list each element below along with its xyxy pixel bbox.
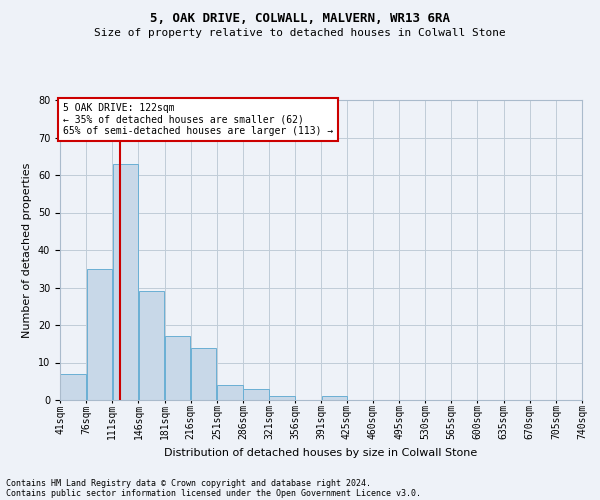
- Bar: [269, 396, 295, 400]
- Text: Contains HM Land Registry data © Crown copyright and database right 2024.: Contains HM Land Registry data © Crown c…: [6, 478, 371, 488]
- Bar: [113, 164, 138, 400]
- Y-axis label: Number of detached properties: Number of detached properties: [22, 162, 32, 338]
- Bar: [244, 389, 269, 400]
- Bar: [139, 291, 164, 400]
- Bar: [191, 348, 217, 400]
- Bar: [165, 336, 190, 400]
- Bar: [217, 385, 242, 400]
- Bar: [322, 396, 347, 400]
- Bar: [583, 396, 600, 400]
- Bar: [61, 374, 86, 400]
- X-axis label: Distribution of detached houses by size in Colwall Stone: Distribution of detached houses by size …: [164, 448, 478, 458]
- Text: 5 OAK DRIVE: 122sqm
← 35% of detached houses are smaller (62)
65% of semi-detach: 5 OAK DRIVE: 122sqm ← 35% of detached ho…: [62, 103, 333, 136]
- Text: 5, OAK DRIVE, COLWALL, MALVERN, WR13 6RA: 5, OAK DRIVE, COLWALL, MALVERN, WR13 6RA: [150, 12, 450, 26]
- Text: Size of property relative to detached houses in Colwall Stone: Size of property relative to detached ho…: [94, 28, 506, 38]
- Text: Contains public sector information licensed under the Open Government Licence v3: Contains public sector information licen…: [6, 488, 421, 498]
- Bar: [86, 269, 112, 400]
